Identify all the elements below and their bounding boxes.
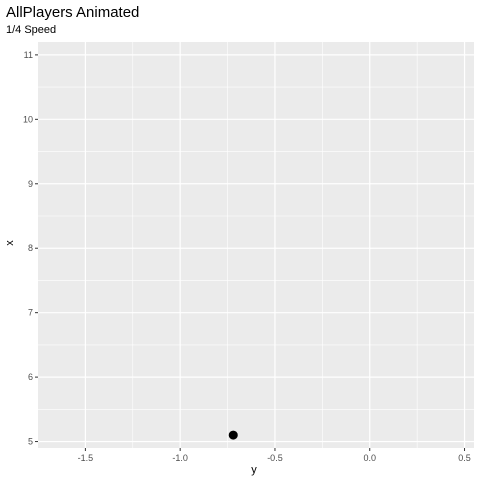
x-axis: -1.5 -1.0 -0.5 0.0 0.5 <box>78 448 471 463</box>
y-tick-label: 9 <box>28 179 33 189</box>
x-tick-label: 0.5 <box>458 453 471 463</box>
y-tick-label: 10 <box>23 114 33 124</box>
y-tick-label: 11 <box>24 50 33 60</box>
y-tick-label: 7 <box>28 308 33 318</box>
x-tick-label: -1.0 <box>172 453 188 463</box>
chart-subtitle: 1/4 Speed <box>6 24 57 36</box>
points-layer <box>228 430 238 440</box>
plot-panel <box>38 42 474 448</box>
chart-title: AllPlayers Animated <box>6 4 140 21</box>
y-tick-label: 5 <box>28 437 33 447</box>
x-tick-label: -1.5 <box>78 453 94 463</box>
y-tick-label: 6 <box>28 372 33 382</box>
x-tick-label: -0.5 <box>267 453 283 463</box>
y-axis: 5 6 7 8 9 10 11 <box>23 50 38 447</box>
y-axis-label: x <box>4 240 16 246</box>
major-gridlines <box>38 42 474 448</box>
x-axis-label: y <box>251 464 257 476</box>
minor-gridlines <box>38 42 474 448</box>
data-point <box>228 430 238 440</box>
y-tick-label: 8 <box>28 243 33 253</box>
x-tick-label: 0.0 <box>363 453 376 463</box>
